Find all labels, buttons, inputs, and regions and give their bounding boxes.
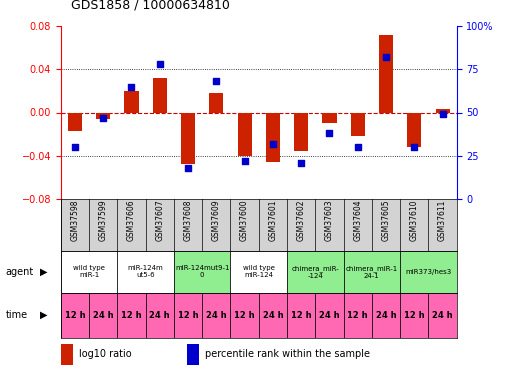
- Point: [382, 54, 390, 60]
- Text: time: time: [5, 310, 27, 320]
- Text: 24 h: 24 h: [262, 310, 283, 320]
- Bar: [174, 292, 202, 338]
- Text: GSM37611: GSM37611: [438, 200, 447, 241]
- Text: GSM37600: GSM37600: [240, 200, 249, 242]
- Bar: [400, 251, 457, 292]
- Point: [99, 115, 107, 121]
- Text: 12 h: 12 h: [291, 310, 312, 320]
- Text: log10 ratio: log10 ratio: [79, 350, 131, 359]
- Text: 12 h: 12 h: [404, 310, 425, 320]
- Text: chimera_miR-1
24-1: chimera_miR-1 24-1: [346, 265, 398, 279]
- Bar: [323, 112, 336, 123]
- Text: GSM37610: GSM37610: [410, 200, 419, 241]
- Text: 12 h: 12 h: [234, 310, 255, 320]
- Text: agent: agent: [5, 267, 34, 277]
- Bar: [61, 292, 89, 338]
- Point: [269, 141, 277, 147]
- Text: 24 h: 24 h: [319, 310, 340, 320]
- Text: GSM37601: GSM37601: [268, 200, 277, 241]
- Bar: [209, 93, 223, 112]
- Bar: [351, 112, 365, 136]
- Text: GSM37607: GSM37607: [155, 200, 164, 242]
- Text: GSM37605: GSM37605: [382, 200, 391, 242]
- Point: [240, 158, 249, 164]
- Bar: [266, 112, 280, 162]
- Point: [297, 159, 305, 165]
- Text: ▶: ▶: [40, 267, 47, 277]
- Bar: [181, 112, 195, 164]
- Text: miR-124mut9-1
0: miR-124mut9-1 0: [175, 266, 229, 278]
- Text: 24 h: 24 h: [149, 310, 170, 320]
- Bar: [287, 251, 344, 292]
- Text: wild type
miR-1: wild type miR-1: [73, 266, 105, 278]
- Text: GSM37598: GSM37598: [70, 200, 79, 241]
- Text: GSM37603: GSM37603: [325, 200, 334, 242]
- Text: 24 h: 24 h: [432, 310, 453, 320]
- Text: miR373/hes3: miR373/hes3: [406, 269, 451, 275]
- Text: ▶: ▶: [40, 310, 47, 320]
- Bar: [117, 251, 174, 292]
- Point: [410, 144, 419, 150]
- Bar: [61, 251, 117, 292]
- Bar: [61, 344, 73, 364]
- Text: 12 h: 12 h: [121, 310, 142, 320]
- Text: percentile rank within the sample: percentile rank within the sample: [205, 350, 370, 359]
- Bar: [315, 292, 344, 338]
- Point: [438, 111, 447, 117]
- Text: GSM37609: GSM37609: [212, 200, 221, 242]
- Bar: [230, 251, 287, 292]
- Text: 24 h: 24 h: [206, 310, 227, 320]
- Text: wild type
miR-124: wild type miR-124: [243, 266, 275, 278]
- Bar: [372, 292, 400, 338]
- Point: [212, 78, 221, 84]
- Text: GSM37604: GSM37604: [353, 200, 362, 242]
- Text: GSM37608: GSM37608: [184, 200, 193, 241]
- Bar: [238, 112, 252, 156]
- Point: [353, 144, 362, 150]
- Text: 12 h: 12 h: [178, 310, 199, 320]
- Point: [325, 130, 334, 136]
- Text: chimera_miR-
-124: chimera_miR- -124: [291, 265, 339, 279]
- Bar: [68, 112, 82, 131]
- Bar: [89, 292, 117, 338]
- Bar: [344, 292, 372, 338]
- Text: 12 h: 12 h: [347, 310, 368, 320]
- Bar: [146, 292, 174, 338]
- Text: GDS1858 / 10000634810: GDS1858 / 10000634810: [71, 0, 230, 11]
- Bar: [125, 91, 138, 112]
- Bar: [407, 112, 421, 147]
- Text: 12 h: 12 h: [64, 310, 85, 320]
- Bar: [287, 292, 315, 338]
- Point: [71, 144, 79, 150]
- Point: [155, 61, 164, 67]
- Bar: [294, 112, 308, 151]
- Text: 24 h: 24 h: [376, 310, 397, 320]
- Bar: [202, 292, 230, 338]
- Bar: [379, 35, 393, 112]
- Bar: [259, 292, 287, 338]
- Text: GSM37606: GSM37606: [127, 200, 136, 242]
- Text: GSM37599: GSM37599: [99, 200, 108, 242]
- Bar: [187, 344, 200, 364]
- Bar: [96, 112, 110, 119]
- Text: 24 h: 24 h: [93, 310, 114, 320]
- Bar: [230, 292, 259, 338]
- Bar: [117, 292, 146, 338]
- Text: miR-124m
ut5-6: miR-124m ut5-6: [128, 266, 164, 278]
- Text: GSM37602: GSM37602: [297, 200, 306, 241]
- Bar: [153, 78, 167, 112]
- Point: [184, 165, 192, 171]
- Bar: [400, 292, 428, 338]
- Bar: [344, 251, 400, 292]
- Bar: [436, 109, 450, 112]
- Bar: [428, 292, 457, 338]
- Point: [127, 84, 136, 90]
- Bar: [174, 251, 230, 292]
